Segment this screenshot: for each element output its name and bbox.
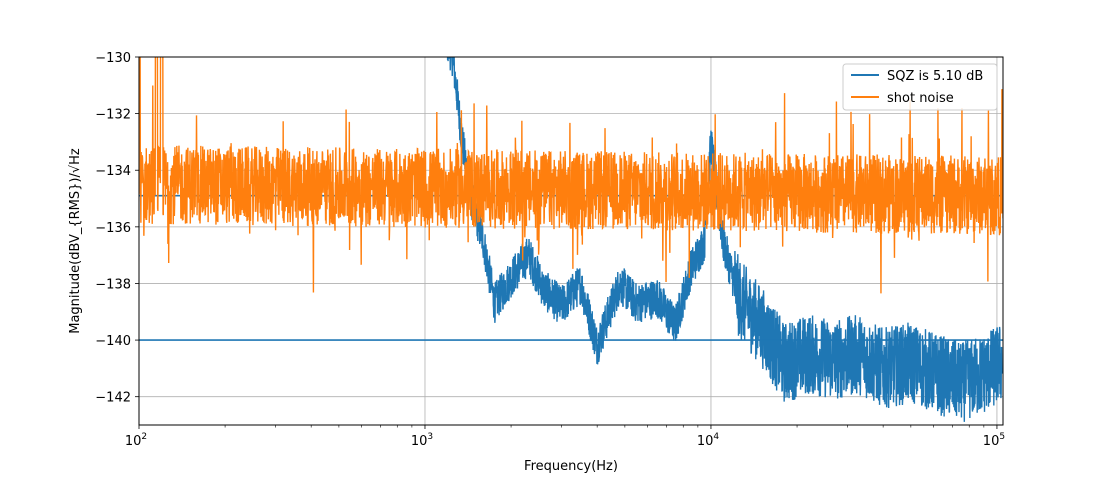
legend-label-sqz: SQZ is 5.10 dB — [887, 69, 983, 84]
y-tick-label: −138 — [95, 277, 131, 292]
legend-box — [842, 63, 998, 111]
legend: SQZ is 5.10 dB shot noise — [842, 63, 998, 111]
y-tick-label: −136 — [95, 221, 131, 236]
sqz-series-line — [446, 57, 1003, 422]
y-tick-label: −142 — [95, 391, 131, 406]
x-tick-label: 104 — [697, 432, 720, 449]
shot-noise-series-line — [139, 57, 1003, 294]
plot-frame — [138, 56, 1004, 426]
x-axis: 102 103 104 105 — [125, 425, 1005, 449]
y-axis: −142 −140 −138 −136 −134 −132 −130 — [95, 51, 139, 406]
x-tick-label: 103 — [411, 432, 433, 449]
y-tick-label: −130 — [95, 51, 131, 66]
legend-label-shot-noise: shot noise — [887, 91, 954, 106]
y-axis-label: Magnitude(dBV_{RMS})/√Hz — [68, 148, 83, 334]
y-tick-label: −134 — [95, 164, 131, 179]
x-tick-label: 102 — [125, 432, 147, 449]
y-tick-label: −132 — [95, 108, 131, 123]
x-axis-label: Frequency(Hz) — [524, 459, 618, 474]
y-tick-label: −140 — [95, 334, 131, 349]
series-layer — [139, 57, 1003, 422]
x-tick-label: 105 — [983, 432, 1005, 449]
